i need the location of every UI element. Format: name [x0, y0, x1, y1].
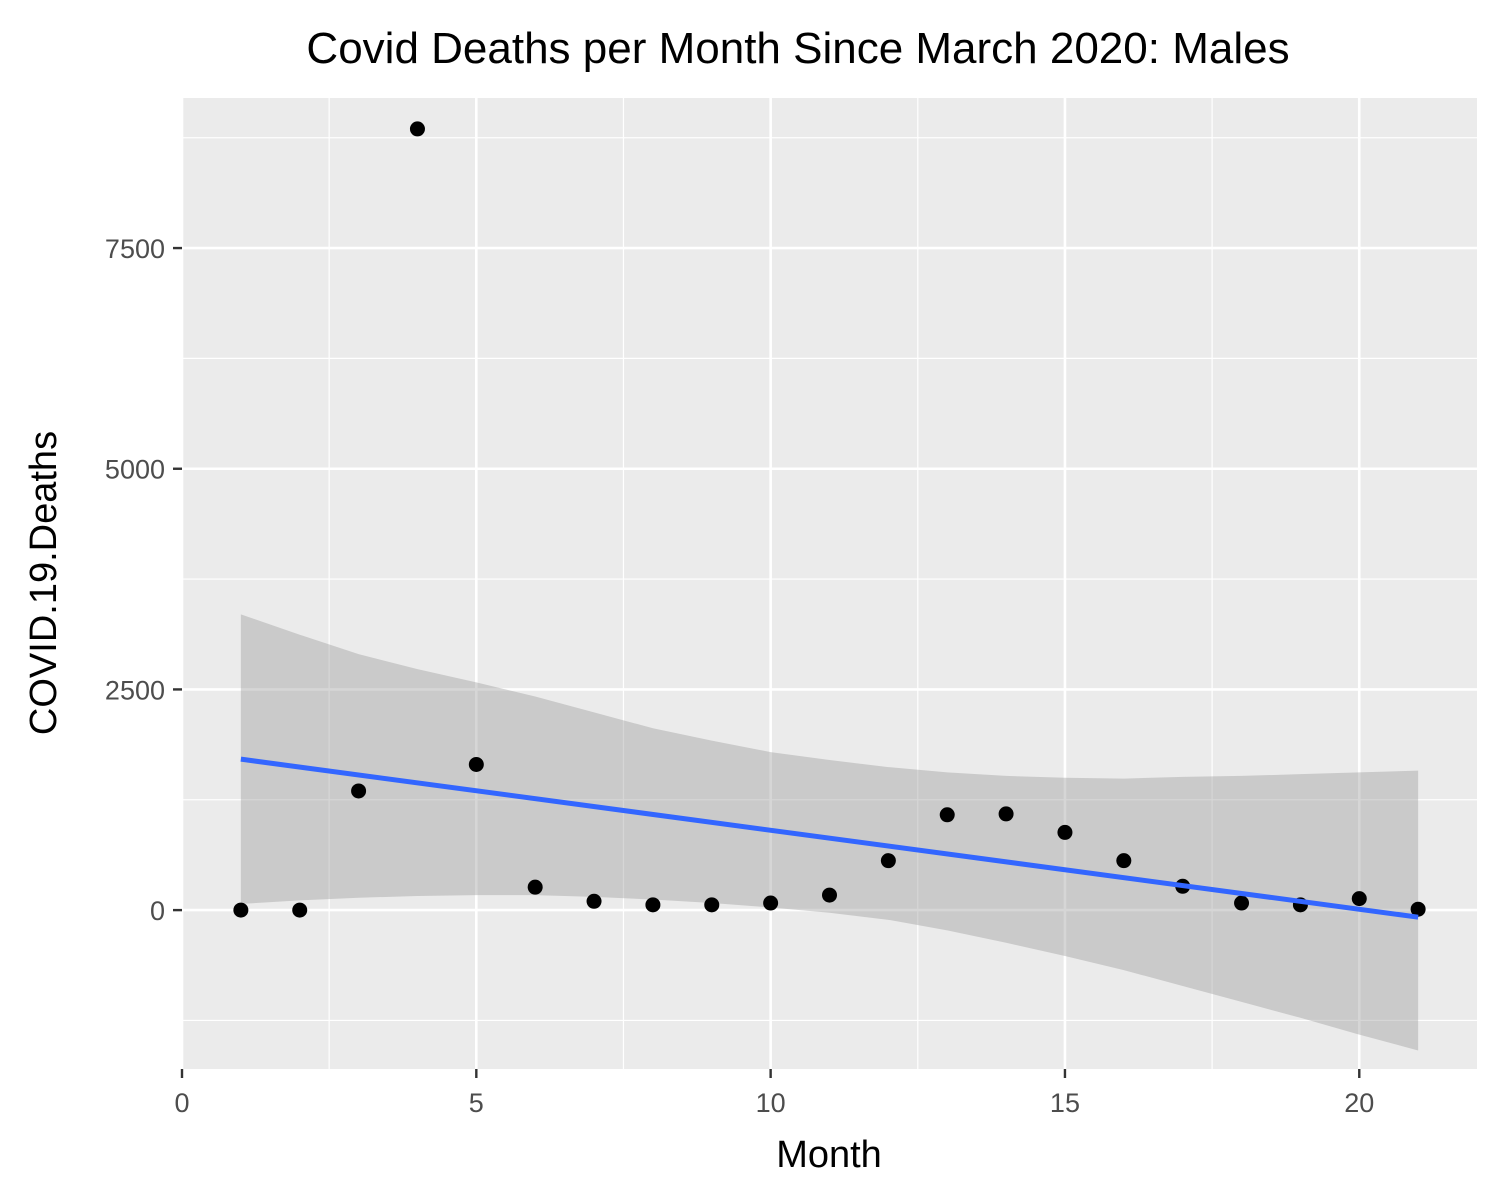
- data-point: [292, 902, 308, 918]
- chart-title: Covid Deaths per Month Since March 2020:…: [306, 24, 1289, 73]
- data-point: [645, 897, 661, 913]
- confidence-band: [240, 614, 1419, 1051]
- x-tick-label: 0: [174, 1088, 189, 1118]
- data-point: [351, 783, 367, 799]
- data-point: [527, 879, 543, 895]
- data-point: [468, 756, 484, 772]
- trend-line: [240, 756, 1419, 920]
- trend-line-path: [240, 756, 1419, 920]
- data-point: [233, 902, 249, 918]
- axes: 0 5 10 15 20 0 2500 5000 7500: [105, 234, 1374, 1118]
- y-axis-title: COVID.19.Deaths: [23, 431, 65, 735]
- major-gridlines: [180, 98, 1477, 1069]
- x-tick-label: 5: [469, 1088, 484, 1118]
- y-tick-label: 0: [150, 896, 165, 926]
- x-axis-title: Month: [776, 1134, 882, 1176]
- y-tick-label: 7500: [105, 234, 165, 264]
- data-point: [586, 893, 602, 909]
- data-point: [822, 887, 837, 903]
- data-point: [939, 807, 955, 823]
- data-point: [880, 853, 896, 869]
- y-tick-label: 5000: [105, 455, 165, 485]
- data-point: [1410, 901, 1426, 917]
- data-point: [1351, 891, 1367, 907]
- x-tick-label: 20: [1344, 1088, 1374, 1118]
- plot-panel: [182, 98, 1477, 1069]
- data-point: [1116, 853, 1132, 869]
- x-tick-label: 10: [756, 1088, 786, 1118]
- data-points: [233, 121, 1426, 918]
- data-point: [1057, 824, 1073, 840]
- confidence-band-area: [240, 614, 1419, 1051]
- x-tick-label: 15: [1050, 1088, 1080, 1118]
- data-point: [704, 897, 720, 913]
- data-point: [998, 806, 1014, 822]
- data-point: [1234, 895, 1250, 911]
- data-point: [409, 121, 425, 137]
- y-tick-label: 2500: [105, 675, 165, 705]
- minor-gridlines: [182, 98, 1477, 1069]
- data-point: [763, 895, 779, 911]
